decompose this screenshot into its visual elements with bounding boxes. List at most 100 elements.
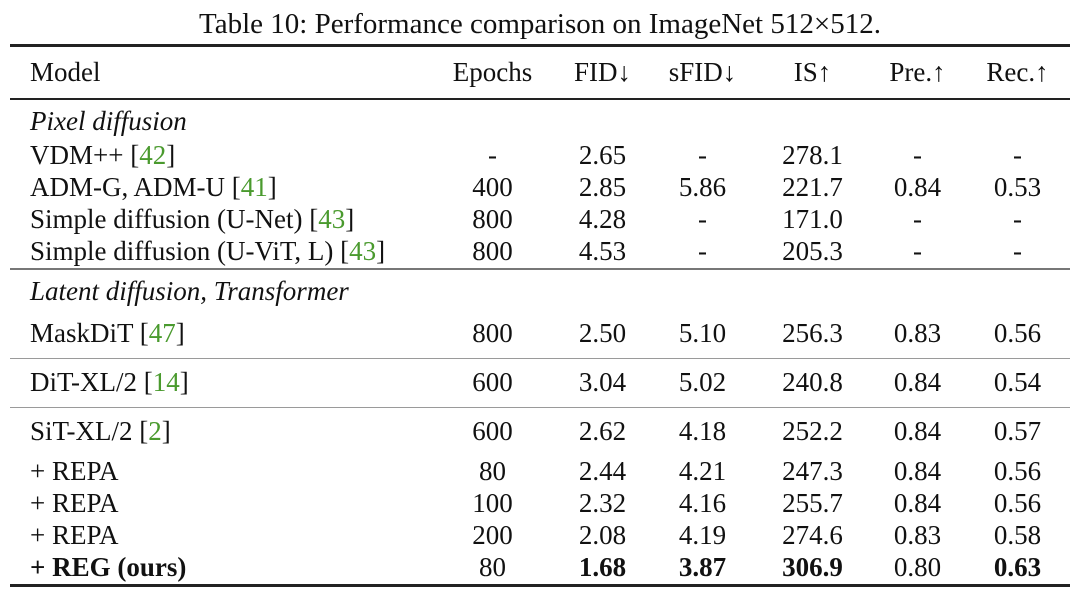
model-name: + REG (ours): [10, 551, 430, 587]
is-cell: 247.3: [782, 456, 843, 486]
fid-cell: 2.44: [578, 456, 627, 486]
fid-cell: 1.68: [555, 551, 650, 587]
rec-cell: 0.53: [993, 172, 1042, 202]
header-fid: FID↓: [555, 44, 650, 100]
pre-cell: 0.84: [893, 456, 942, 486]
sfid-cell: 5.02: [650, 357, 755, 407]
model-name: + REPA: [30, 488, 119, 518]
sfid-cell: -: [698, 140, 707, 170]
table-row: VDM++ [42] - 2.65 - 278.1 - -: [10, 140, 1070, 172]
sfid-cell: 4.18: [650, 406, 755, 456]
is-cell: 240.8: [755, 357, 870, 407]
is-cell: 252.2: [755, 406, 870, 456]
fid-cell: 2.62: [555, 406, 650, 456]
model-name: Simple diffusion (U-ViT, L) [43]: [30, 236, 386, 266]
epochs-cell: 800: [472, 318, 513, 348]
is-cell: 306.9: [755, 551, 870, 587]
table-caption: Table 10: Performance comparison on Imag…: [199, 8, 881, 40]
fid-cell: 2.08: [578, 520, 627, 550]
pre-cell: -: [913, 140, 922, 170]
header-epochs: Epochs: [430, 44, 555, 100]
sfid-cell: 4.19: [678, 520, 727, 550]
table-row-ours: + REG (ours) 80 1.68 3.87 306.9 0.80 0.6…: [10, 551, 1070, 587]
group-label: Pixel diffusion: [30, 106, 187, 136]
group-label: Latent diffusion, Transformer: [10, 267, 1070, 310]
is-cell: 256.3: [782, 318, 843, 348]
rec-cell: -: [1013, 236, 1022, 266]
model-name: Simple diffusion (U-Net) [43]: [30, 204, 355, 234]
results-table-container: Model Epochs FID↓ sFID↓ IS↑ Pre.↑ Rec.↑ …: [10, 44, 1070, 587]
model-name: MaskDiT [47]: [30, 318, 185, 348]
group-title-latent: Latent diffusion, Transformer: [10, 267, 1070, 310]
fid-cell: 4.53: [578, 236, 627, 266]
sfid-cell: -: [698, 204, 707, 234]
pre-cell: 0.84: [870, 406, 965, 456]
sfid-cell: 3.87: [650, 551, 755, 587]
sfid-cell: -: [698, 236, 707, 266]
fid-cell: 2.32: [578, 488, 627, 518]
model-name: + REPA: [30, 520, 119, 550]
epochs-cell: 800: [472, 204, 513, 234]
epochs-cell: -: [488, 140, 497, 170]
is-cell: 278.1: [782, 140, 843, 170]
table-row: + REPA 80 2.44 4.21 247.3 0.84 0.56: [10, 456, 1070, 488]
table-row: + REPA 100 2.32 4.16 255.7 0.84 0.56: [10, 488, 1070, 520]
fid-cell: 2.85: [578, 172, 627, 202]
pre-cell: 0.84: [893, 488, 942, 518]
is-cell: 171.0: [782, 204, 843, 234]
table-row: SiT-XL/2 [2] 600 2.62 4.18 252.2 0.84 0.…: [10, 406, 1070, 456]
header-pre: Pre.↑: [870, 44, 965, 100]
epochs-cell: 800: [472, 236, 513, 266]
model-name: + REPA: [30, 456, 119, 486]
epochs-cell: 600: [430, 406, 555, 456]
is-cell: 274.6: [782, 520, 843, 550]
table-row: Simple diffusion (U-ViT, L) [43] 800 4.5…: [10, 236, 1070, 269]
table-row: Simple diffusion (U-Net) [43] 800 4.28 -…: [10, 204, 1070, 236]
header-rec: Rec.↑: [965, 44, 1070, 100]
model-name: SiT-XL/2 [2]: [10, 406, 430, 456]
header-row: Model Epochs FID↓ sFID↓ IS↑ Pre.↑ Rec.↑: [10, 44, 1070, 100]
is-cell: 221.7: [782, 172, 843, 202]
epochs-cell: 600: [430, 357, 555, 407]
fid-cell: 2.50: [578, 318, 627, 348]
header-sfid: sFID↓: [650, 44, 755, 100]
rec-cell: 0.56: [993, 318, 1042, 348]
rec-cell: 0.54: [965, 357, 1070, 407]
sfid-cell: 5.86: [678, 172, 727, 202]
pre-cell: 0.84: [870, 357, 965, 407]
group-title-pixel: Pixel diffusion: [10, 99, 1070, 140]
header-model: Model: [10, 44, 430, 100]
epochs-cell: 400: [472, 172, 513, 202]
sfid-cell: 4.16: [678, 488, 727, 518]
pre-cell: 0.84: [893, 172, 942, 202]
rec-cell: -: [1013, 204, 1022, 234]
epochs-cell: 80: [479, 456, 506, 486]
is-cell: 205.3: [782, 236, 843, 266]
is-cell: 255.7: [782, 488, 843, 518]
pre-cell: -: [913, 236, 922, 266]
rec-cell: -: [1013, 140, 1022, 170]
table-row: ADM-G, ADM-U [41] 400 2.85 5.86 221.7 0.…: [10, 172, 1070, 204]
fid-cell: 2.65: [578, 140, 627, 170]
pre-cell: -: [913, 204, 922, 234]
epochs-cell: 100: [472, 488, 513, 518]
model-name: ADM-G, ADM-U [41]: [30, 172, 277, 202]
rec-cell: 0.56: [993, 488, 1042, 518]
model-name: VDM++ [42]: [30, 140, 176, 170]
rec-cell: 0.56: [993, 456, 1042, 486]
pre-cell: 0.83: [893, 520, 942, 550]
fid-cell: 3.04: [555, 357, 650, 407]
rec-cell: 0.57: [965, 406, 1070, 456]
rec-cell: 0.63: [965, 551, 1070, 587]
model-name: DiT-XL/2 [14]: [10, 357, 430, 407]
epochs-cell: 80: [430, 551, 555, 587]
rec-cell: 0.58: [993, 520, 1042, 550]
table-row: MaskDiT [47] 800 2.50 5.10 256.3 0.83 0.…: [10, 310, 1070, 359]
header-is: IS↑: [755, 44, 870, 100]
results-table: Model Epochs FID↓ sFID↓ IS↑ Pre.↑ Rec.↑ …: [10, 44, 1070, 587]
pre-cell: 0.83: [893, 318, 942, 348]
sfid-cell: 5.10: [678, 318, 727, 348]
pre-cell: 0.80: [870, 551, 965, 587]
epochs-cell: 200: [472, 520, 513, 550]
sfid-cell: 4.21: [678, 456, 727, 486]
